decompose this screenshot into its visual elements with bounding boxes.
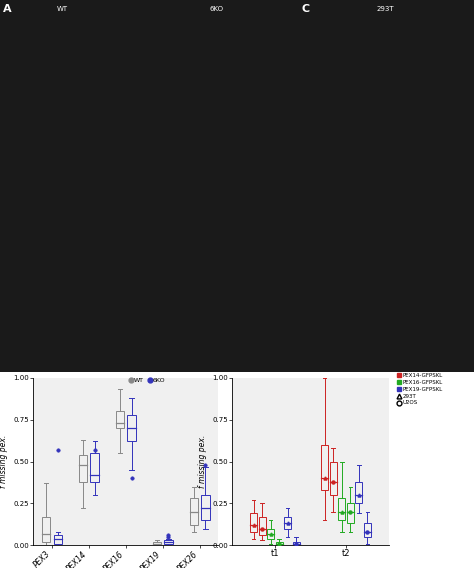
Text: D: D (193, 364, 202, 374)
Legend: PEX14-GFPSKL, PEX16-GFPSKL, PEX19-GFPSKL, 293T, U2OS: PEX14-GFPSKL, PEX16-GFPSKL, PEX19-GFPSKL… (396, 372, 443, 406)
Text: 6KO: 6KO (209, 6, 223, 11)
Y-axis label: f missing pex.: f missing pex. (198, 435, 207, 488)
Text: C: C (301, 4, 310, 14)
Text: 293T: 293T (376, 6, 394, 11)
Text: B: B (4, 364, 12, 374)
Text: WT: WT (57, 6, 68, 11)
Y-axis label: f missing pex.: f missing pex. (0, 435, 8, 488)
Text: A: A (3, 4, 11, 14)
Legend: WT, 6KO: WT, 6KO (129, 378, 166, 384)
